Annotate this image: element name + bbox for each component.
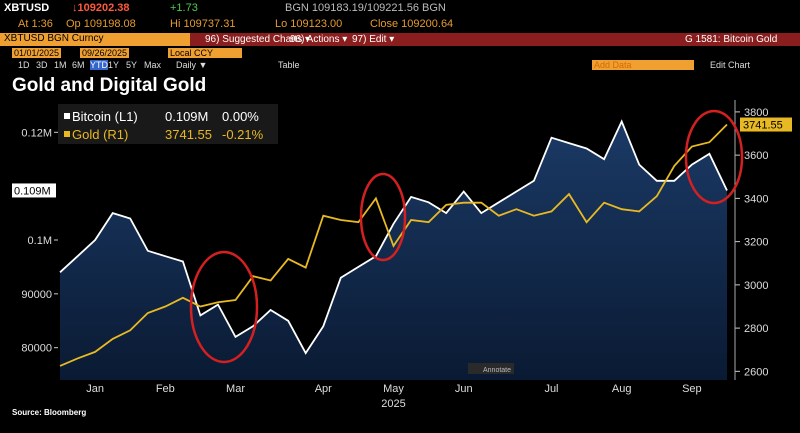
- period-button[interactable]: 5Y: [126, 60, 138, 70]
- line: [59, 123, 728, 367]
- end-date[interactable]: 09/26/2025: [80, 48, 130, 58]
- period-button[interactable]: 1Y: [108, 60, 120, 70]
- x-tick-label: Mar: [226, 383, 245, 395]
- legend-name: Bitcoin (L1): [72, 109, 138, 124]
- period-button[interactable]: Max: [144, 60, 162, 70]
- x-year: 2025: [381, 398, 405, 410]
- y2-tick-label: 3400: [744, 193, 768, 205]
- x-tick-label: Feb: [156, 383, 175, 395]
- legend-change: -0.21%: [222, 127, 264, 142]
- highlight-circle: [684, 109, 744, 205]
- x-tick-label: Sep: [682, 383, 702, 395]
- y-tick-label: 0.1M: [28, 235, 52, 247]
- date-row: 01/01/2025 09/26/2025 Local CCY: [0, 48, 800, 59]
- security[interactable]: XBTUSD BGN Curncy: [0, 33, 190, 46]
- y2-tick-label: 2800: [744, 323, 768, 335]
- stats-row: At 1:36 Op 109198.08 Hi 109737.31 Lo 109…: [0, 18, 800, 32]
- last-value-box: [740, 117, 792, 132]
- legend-swatch: [64, 131, 70, 137]
- y2-tick-label: 3800: [744, 107, 768, 119]
- open: Op 109198.08: [66, 18, 136, 30]
- add-data[interactable]: Add Data: [592, 60, 694, 70]
- annotate-button: [468, 363, 514, 374]
- source: Source: Bloomberg: [12, 408, 86, 417]
- legend-box: [58, 104, 278, 144]
- legend-change: 0.00%: [222, 109, 259, 124]
- low: Lo 109123.00: [275, 18, 343, 30]
- time: At 1:36: [18, 18, 53, 30]
- highlight-circle: [189, 250, 259, 364]
- x-tick-label: Jun: [455, 383, 473, 395]
- last-value-box: [12, 183, 56, 198]
- area: [60, 121, 727, 380]
- annotate-label[interactable]: Annotate: [483, 367, 511, 374]
- y2-tick-label: 3600: [744, 150, 768, 162]
- highlight-circle: [359, 172, 407, 262]
- x-tick-label: May: [383, 383, 404, 395]
- table-button[interactable]: Table: [278, 60, 300, 70]
- start-date[interactable]: 01/01/2025: [12, 48, 62, 58]
- x-tick-label: Apr: [315, 383, 332, 395]
- close: Close 109200.64: [370, 18, 454, 30]
- chart-title: Gold and Digital Gold: [12, 75, 206, 96]
- period-button[interactable]: 3D: [36, 60, 48, 70]
- bid-ask: BGN 109183.19/109221.56 BGN: [285, 2, 446, 14]
- period-button[interactable]: 1M: [54, 60, 67, 70]
- y-tick-label: 0.12M: [21, 127, 52, 139]
- line: [59, 119, 728, 355]
- last-value-label: 3741.55: [743, 120, 783, 132]
- x-tick-label: Jan: [86, 383, 104, 395]
- period-button[interactable]: 6M: [72, 60, 85, 70]
- legend-swatch: [64, 113, 70, 119]
- legend-last: 3741.55: [165, 127, 212, 142]
- menu-suggested[interactable]: 96) Suggested Charts ▾: [205, 34, 311, 45]
- x-tick-label: Aug: [612, 383, 632, 395]
- plot: 80000 90000 0.1M 0.12M 2600 2800 3000 3200 3400 3…: [12, 100, 792, 410]
- quote-row: XBTUSD ↓109202.38 +1.73 BGN 109183.19/10…: [0, 2, 800, 16]
- ticker: XBTUSD: [4, 2, 50, 14]
- edit-chart[interactable]: Edit Chart: [710, 60, 751, 70]
- y-tick-label: 80000: [21, 343, 52, 355]
- menu-actions[interactable]: 96) Actions ▾: [290, 34, 348, 45]
- menu-edit[interactable]: 97) Edit ▾: [352, 34, 395, 45]
- currency[interactable]: Local CCY: [168, 48, 242, 58]
- y2-tick-label: 3200: [744, 237, 768, 249]
- y2-tick-label: 3000: [744, 280, 768, 292]
- frequency[interactable]: Daily ▼: [176, 60, 208, 70]
- menu-bar: XBTUSD BGN Curncy 96) Suggested Charts ▾…: [0, 33, 800, 46]
- x-tick-label: Jul: [544, 383, 558, 395]
- last-value-label: 0.109M: [14, 185, 51, 197]
- chart-id: G 1581: Bitcoin Gold: [685, 34, 778, 45]
- high: Hi 109737.31: [170, 18, 236, 30]
- y-tick-label: 90000: [21, 289, 52, 301]
- period-button[interactable]: YTD: [90, 60, 108, 70]
- legend-last: 0.109M: [165, 109, 208, 124]
- period-button[interactable]: 1D: [18, 60, 30, 70]
- legend-name: Gold (R1): [72, 127, 128, 142]
- y2-tick-label: 2600: [744, 366, 768, 378]
- net-change: +1.73: [170, 2, 198, 14]
- toolbar: Daily ▼ Table Add Data Edit Chart 1D 3D 1M…: [0, 60, 800, 71]
- last-price: ↓109202.38: [72, 2, 130, 14]
